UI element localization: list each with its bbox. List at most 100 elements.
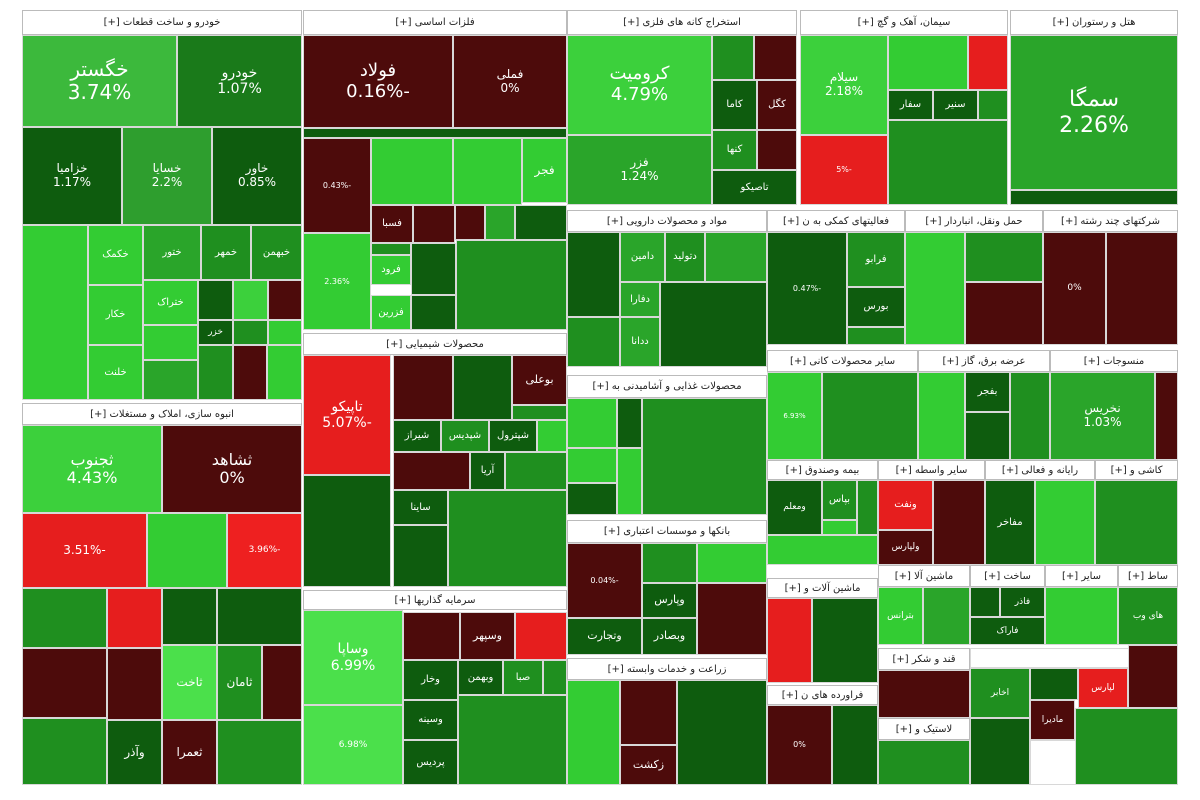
- stock-tile[interactable]: فاذر: [1000, 587, 1045, 617]
- sector-header[interactable]: محصولات شیمیایی [+]: [303, 333, 567, 355]
- stock-tile[interactable]: ثعمرا: [162, 720, 217, 785]
- stock-tile[interactable]: خسایا 2.2%: [122, 127, 212, 225]
- stock-tile[interactable]: -3.51%: [22, 513, 147, 588]
- stock-tile[interactable]: فرود: [371, 255, 411, 285]
- stock-tile[interactable]: ددانا: [620, 317, 660, 367]
- stock-tile[interactable]: نخریس 1.03%: [1050, 372, 1155, 460]
- stock-tile[interactable]: فسبا: [371, 205, 413, 243]
- stock-tile[interactable]: سنیر: [933, 90, 978, 120]
- stock-tile[interactable]: 0%: [1043, 232, 1106, 345]
- stock-tile[interactable]: ثجنوب 4.43%: [22, 425, 162, 513]
- stock-tile[interactable]: شیراز: [393, 420, 441, 452]
- stock-tile[interactable]: صبا: [503, 660, 543, 695]
- stock-tile[interactable]: خودرو 1.07%: [177, 35, 302, 127]
- stock-tile[interactable]: ومعلم: [767, 480, 822, 535]
- stock-tile[interactable]: ختراک: [143, 280, 198, 325]
- stock-tile[interactable]: فملی 0%: [453, 35, 567, 128]
- stock-tile[interactable]: وبهمن: [458, 660, 503, 695]
- sector-header[interactable]: حمل ونقل، انباردار [+]: [905, 210, 1043, 232]
- stock-tile[interactable]: -5%: [800, 135, 888, 205]
- stock-tile[interactable]: فولاد -0.16%: [303, 35, 453, 128]
- stock-tile[interactable]: دامین: [620, 232, 665, 282]
- stock-tile[interactable]: خلنت: [88, 345, 143, 400]
- stock-tile[interactable]: ثامان: [217, 645, 262, 720]
- stock-tile[interactable]: سفار: [888, 90, 933, 120]
- stock-tile[interactable]: ثشاهد 0%: [162, 425, 302, 513]
- stock-tile[interactable]: پردیس: [403, 740, 458, 785]
- stock-tile[interactable]: خگستر 3.74%: [22, 35, 177, 127]
- stock-tile[interactable]: وساپا 6.99%: [303, 610, 403, 705]
- sector-header[interactable]: سیمان، آهک و گچ [+]: [800, 10, 1008, 35]
- stock-tile[interactable]: خکمک: [88, 225, 143, 285]
- stock-tile[interactable]: فزرین: [371, 295, 411, 330]
- stock-tile[interactable]: ختور: [143, 225, 201, 280]
- stock-tile[interactable]: تاپیکو -5.07%: [303, 355, 391, 475]
- stock-tile[interactable]: وپارس: [642, 583, 697, 618]
- stock-tile[interactable]: ساینا: [393, 490, 448, 525]
- stock-tile[interactable]: مادیرا: [1030, 700, 1075, 740]
- stock-tile[interactable]: آریا: [470, 452, 505, 490]
- sector-header[interactable]: استخراج کانه های فلزی [+]: [567, 10, 797, 35]
- stock-tile[interactable]: فجر: [522, 138, 567, 203]
- stock-tile[interactable]: وآذر: [107, 720, 162, 785]
- stock-tile[interactable]: خبهمن: [251, 225, 302, 280]
- stock-tile[interactable]: بوعلی: [512, 355, 567, 405]
- stock-tile[interactable]: -0.43%: [303, 138, 371, 233]
- sector-header[interactable]: عرضه برق، گاز [+]: [918, 350, 1050, 372]
- stock-tile[interactable]: دفارا: [620, 282, 660, 317]
- stock-tile[interactable]: تاصیکو: [712, 170, 797, 205]
- stock-tile[interactable]: 2.36%: [303, 233, 371, 330]
- sector-header[interactable]: سایر واسطه [+]: [878, 460, 985, 480]
- stock-tile[interactable]: کنها: [712, 130, 757, 170]
- stock-tile[interactable]: فاراک: [970, 617, 1045, 645]
- sector-header[interactable]: ساط [+]: [1118, 565, 1178, 587]
- stock-tile[interactable]: بپاس: [822, 480, 857, 520]
- sector-header[interactable]: منسوجات [+]: [1050, 350, 1178, 372]
- sector-header[interactable]: هتل و رستوران [+]: [1010, 10, 1178, 35]
- sector-header[interactable]: فراورده های ن [+]: [767, 685, 878, 705]
- stock-tile[interactable]: کاما: [712, 80, 757, 130]
- sector-header[interactable]: شرکتهای چند رشته [+]: [1043, 210, 1178, 232]
- stock-tile[interactable]: شپترول: [489, 420, 537, 452]
- stock-tile[interactable]: وسپهر: [460, 612, 515, 660]
- sector-header[interactable]: ماشین آلا [+]: [878, 565, 970, 587]
- sector-header[interactable]: انبوه سازی، املاک و مستغلات [+]: [22, 403, 302, 425]
- sector-header[interactable]: زراعت و خدمات وابسته [+]: [567, 658, 767, 680]
- stock-tile[interactable]: خمهر: [201, 225, 251, 280]
- stock-tile[interactable]: بفجر: [965, 372, 1010, 412]
- stock-tile[interactable]: ثاخت: [162, 645, 217, 720]
- stock-tile[interactable]: خاور 0.85%: [212, 127, 302, 225]
- stock-tile[interactable]: بورس: [847, 287, 905, 327]
- stock-tile[interactable]: سمگا 2.26%: [1010, 35, 1178, 190]
- stock-tile[interactable]: فزر 1.24%: [567, 135, 712, 205]
- stock-tile[interactable]: دتولید: [665, 232, 705, 282]
- stock-tile[interactable]: مفاخر: [985, 480, 1035, 565]
- stock-tile[interactable]: وتجارت: [567, 618, 642, 655]
- stock-tile[interactable]: های وب: [1118, 587, 1178, 645]
- stock-tile[interactable]: خکار: [88, 285, 143, 345]
- sector-header[interactable]: ماشین آلات و [+]: [767, 578, 878, 598]
- stock-tile[interactable]: ونفت: [878, 480, 933, 530]
- stock-tile[interactable]: -0.04%: [567, 543, 642, 618]
- sector-header[interactable]: ساخت [+]: [970, 565, 1045, 587]
- stock-tile[interactable]: شپدیس: [441, 420, 489, 452]
- sector-header[interactable]: بیمه وصندوق [+]: [767, 460, 878, 480]
- sector-header[interactable]: لاستیک و [+]: [878, 718, 970, 740]
- sector-header[interactable]: سرمایه گذاریها [+]: [303, 590, 567, 610]
- sector-header[interactable]: سایر محصولات کانی [+]: [767, 350, 918, 372]
- stock-tile[interactable]: کگل: [757, 80, 797, 130]
- stock-tile[interactable]: ولپارس: [878, 530, 933, 565]
- stock-tile[interactable]: -0.47%: [767, 232, 847, 345]
- sector-header[interactable]: فعالیتهای کمکی به ن [+]: [767, 210, 905, 232]
- sector-header[interactable]: خودرو و ساخت قطعات [+]: [22, 10, 302, 35]
- stock-tile[interactable]: لپارس: [1078, 668, 1128, 708]
- stock-tile[interactable]: 0%: [767, 705, 832, 785]
- stock-tile[interactable]: وخار: [403, 660, 458, 700]
- stock-tile[interactable]: وبصادر: [642, 618, 697, 655]
- stock-tile[interactable]: -3.96%: [227, 513, 302, 588]
- stock-tile[interactable]: خزامیا 1.17%: [22, 127, 122, 225]
- stock-tile[interactable]: خزر: [198, 320, 233, 345]
- stock-tile[interactable]: بترانس: [878, 587, 923, 645]
- stock-tile[interactable]: فرابو: [847, 232, 905, 287]
- stock-tile[interactable]: اخابر: [970, 668, 1030, 718]
